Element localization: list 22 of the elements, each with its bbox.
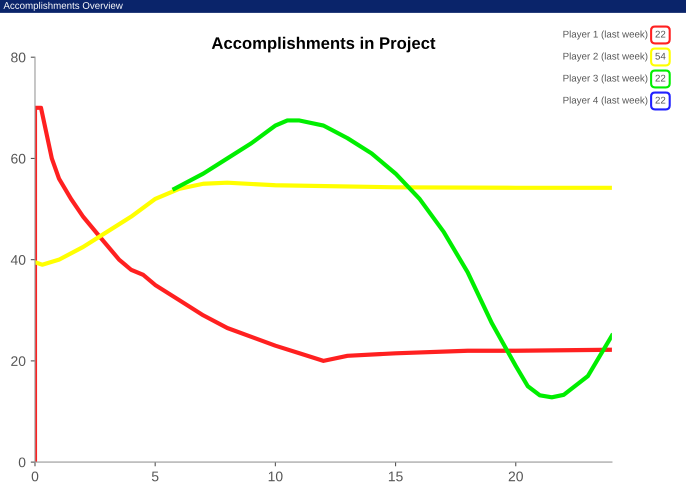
legend-label: Player 1 (last week) [563,30,648,40]
legend-label: Player 3 (last week) [563,74,648,84]
line-series [172,118,612,400]
y-tick-label: 40 [10,254,26,265]
chart-title: Accomplishments in Project [212,36,436,52]
y-tick-label: 0 [18,457,26,468]
line-series [34,180,612,267]
x-tick-label: 20 [508,472,523,482]
y-tick-label: 80 [11,52,26,62]
x-tick-label: 5 [152,472,158,482]
text: 22 [655,74,666,82]
y-tick-label: 20 [11,356,26,366]
text: Accomplishments Overview [3,2,123,11]
x-tick-label: 10 [268,472,283,482]
text: 22 [655,96,666,104]
y-tick-label: 60 [11,154,26,164]
legend-label: Player 4 (last week) [563,96,648,106]
x-tick-label: 15 [388,472,403,482]
text: 54 [655,52,666,60]
text: 22 [655,30,666,38]
x-tick-label: 0 [32,472,38,482]
legend-label: Player 2 (last week) [563,52,648,62]
